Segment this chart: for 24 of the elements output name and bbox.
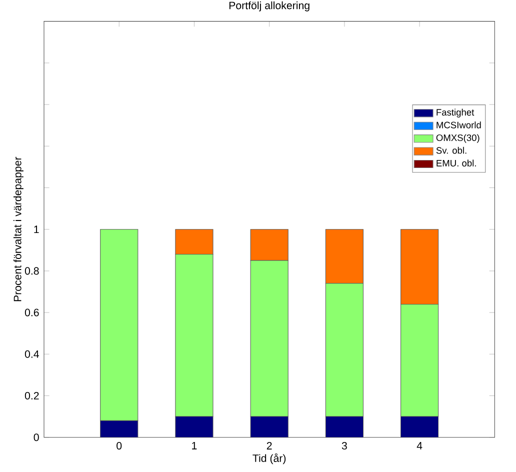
legend-label: EMU. obl.: [436, 160, 476, 166]
legend-label: Fastighet: [436, 108, 474, 118]
y-tick-label: 0.4: [24, 350, 39, 358]
legend-label: MCSIworld: [436, 122, 481, 128]
x-tick-label: 4: [416, 442, 422, 450]
x-axis-title: Tid (år): [252, 453, 286, 464]
legend-label: Sv. obl.: [436, 146, 466, 154]
y-tick-label: 1: [34, 226, 39, 233]
x-tick-label: 1: [192, 442, 197, 450]
bar: [325, 416, 364, 438]
y-tick-label: 0.8: [24, 267, 39, 275]
x-tick-label: 2: [266, 442, 272, 450]
bar: [400, 416, 439, 438]
x-tick-label: 0: [116, 442, 122, 450]
y-tick-label: 0: [34, 434, 39, 442]
bar: [175, 416, 214, 438]
chart-title: Portfölj allokering: [229, 1, 310, 12]
y-tick-label: 0.6: [24, 308, 39, 316]
x-tick-label: 3: [342, 442, 347, 450]
y-axis-title: Procent förvaltat i värdepapper: [14, 156, 24, 302]
bar: [100, 420, 138, 438]
bar: [250, 416, 288, 438]
y-tick-label: 0.2: [24, 392, 39, 400]
legend-label: OMXS(30): [436, 134, 480, 143]
